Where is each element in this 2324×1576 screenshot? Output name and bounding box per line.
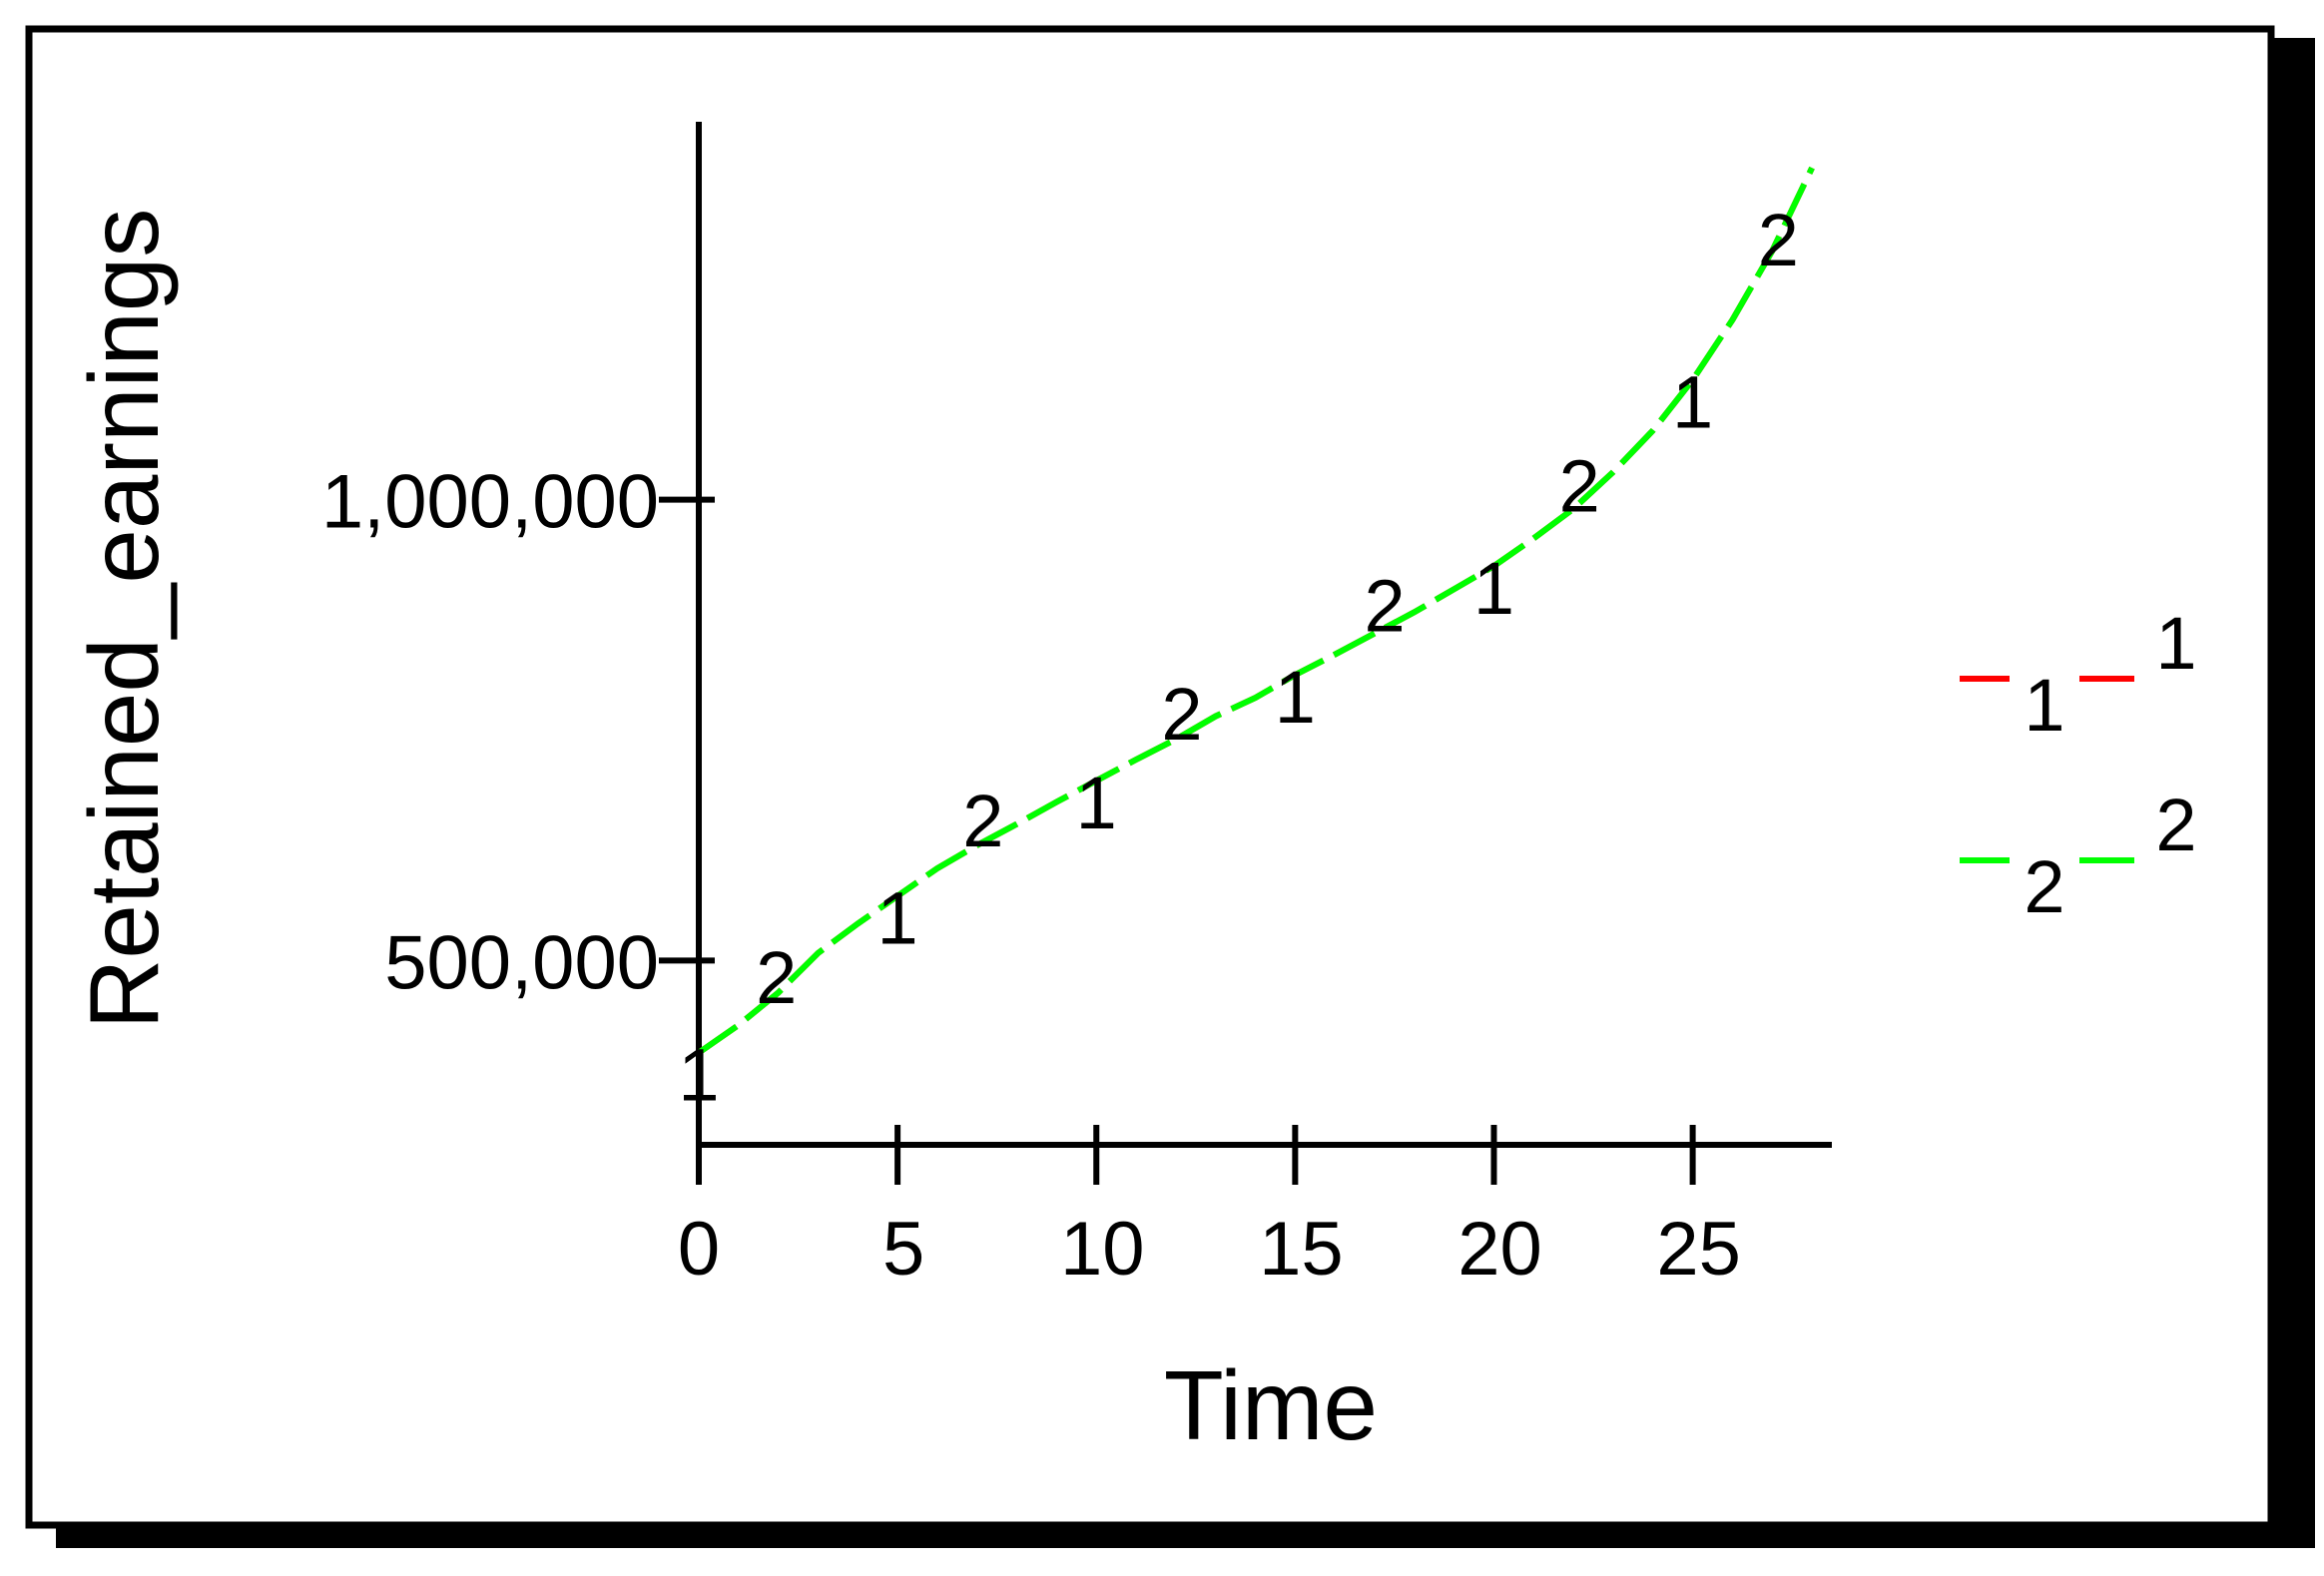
legend-label: 1 — [2155, 602, 2196, 685]
series-marker-2: 2 — [1758, 199, 1799, 281]
series-lines — [697, 166, 1815, 1056]
series-line-2 — [697, 166, 1815, 1056]
y-tick-label: 500,000 — [384, 920, 659, 1005]
series-marker-2: 2 — [1161, 673, 1202, 756]
panel-border — [25, 25, 2275, 1529]
series-marker-1: 1 — [1076, 762, 1117, 844]
legend-label: 2 — [2155, 784, 2196, 866]
series-marker-1: 1 — [1275, 656, 1316, 739]
series-marker-1: 1 — [877, 877, 918, 960]
x-tick-label: 0 — [678, 1207, 720, 1292]
y-axis-label: Retained_earnings — [69, 209, 179, 1030]
x-tick-label: 5 — [882, 1207, 924, 1292]
y-ticks: 500,000 1,000,000 — [321, 460, 715, 1005]
legend: 1 1 2 2 — [1960, 602, 2197, 928]
x-tick-label: 25 — [1656, 1207, 1741, 1292]
series-marker-1: 1 — [1473, 547, 1514, 630]
series-marker-2: 2 — [1559, 445, 1600, 528]
x-tick-label: 15 — [1259, 1207, 1344, 1292]
y-tick-label: 1,000,000 — [321, 460, 659, 545]
x-ticks: 0 5 10 15 20 25 — [678, 1125, 1741, 1292]
series-marker-2: 2 — [962, 780, 1003, 862]
legend-marker: 1 — [2024, 664, 2064, 747]
series-marker-1: 1 — [678, 1034, 719, 1117]
series-marker-2: 2 — [756, 936, 797, 1019]
series-marker-2: 2 — [1364, 565, 1405, 648]
legend-marker: 2 — [2024, 845, 2064, 928]
x-axis-label: Time — [1164, 1350, 1378, 1460]
series-marker-1: 1 — [1672, 361, 1713, 444]
x-tick-label: 10 — [1060, 1207, 1145, 1292]
x-tick-label: 20 — [1457, 1207, 1542, 1292]
